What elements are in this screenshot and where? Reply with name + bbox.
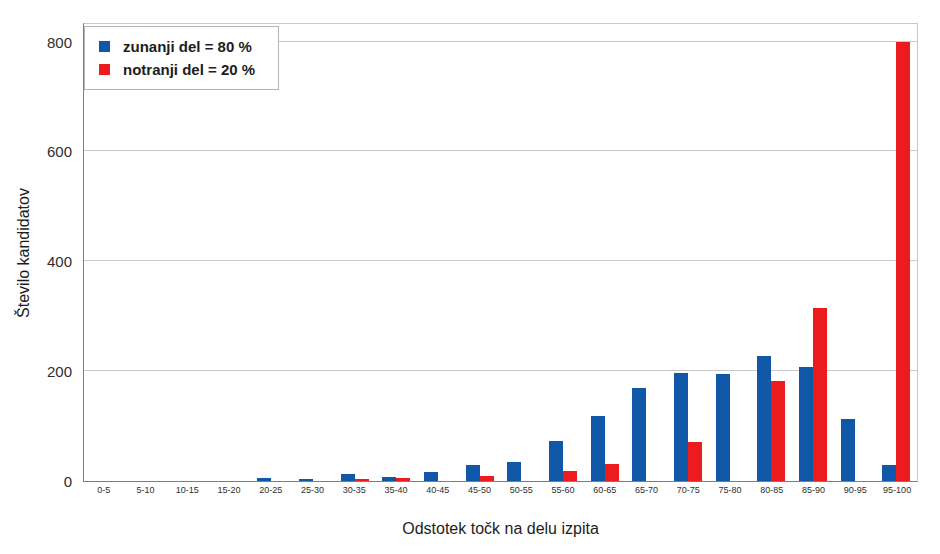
bar-zunanji-25-30: [299, 479, 313, 481]
x-axis-title: Odstotek točk na delu izpita: [83, 520, 918, 538]
bar-zunanji-55-60: [549, 441, 563, 481]
bar-notranji-80-85: [771, 381, 785, 482]
bar-zunanji-60-65: [591, 416, 605, 481]
bar-zunanji-95-100: [882, 465, 896, 482]
bar-zunanji-70-75: [674, 373, 688, 481]
chart-canvas: Število kandidatov zunanji del = 80 % no…: [0, 0, 940, 554]
category-slot-40-45: [417, 24, 459, 481]
bar-notranji-85-90: [813, 308, 827, 481]
bar-zunanji-85-90: [799, 367, 813, 481]
x-tick-label-55-60: 55-60: [542, 485, 584, 495]
x-tick-label-25-30: 25-30: [292, 485, 334, 495]
legend: zunanji del = 80 % notranji del = 20 %: [84, 26, 279, 90]
x-tick-label-0-5: 0-5: [83, 485, 125, 495]
category-slot-65-70: [626, 24, 668, 481]
x-tick-label-35-40: 35-40: [375, 485, 417, 495]
category-slot-30-35: [334, 24, 376, 481]
legend-swatch-red-icon: [99, 64, 110, 75]
y-tick-label-800: 800: [0, 33, 72, 53]
bar-notranji-70-75: [688, 442, 702, 481]
bar-notranji-55-60: [563, 471, 577, 481]
bar-zunanji-75-80: [716, 374, 730, 481]
plot-area: zunanji del = 80 % notranji del = 20 %: [83, 23, 918, 482]
bar-zunanji-40-45: [424, 472, 438, 481]
y-tick-label-600: 600: [0, 142, 72, 162]
legend-label-notranji: notranji del = 20 %: [123, 61, 255, 78]
category-slot-25-30: [292, 24, 334, 481]
legend-item-notranji: notranji del = 20 %: [99, 58, 272, 81]
category-slot-80-85: [751, 24, 793, 481]
y-tick-label-0: 0: [0, 472, 72, 492]
x-tick-label-65-70: 65-70: [626, 485, 668, 495]
category-slot-35-40: [376, 24, 418, 481]
category-slot-45-50: [459, 24, 501, 481]
x-tick-label-95-100: 95-100: [876, 485, 918, 495]
bar-zunanji-50-55: [507, 462, 521, 481]
bar-zunanji-30-35: [341, 474, 355, 481]
y-tick-label-200: 200: [0, 362, 72, 382]
bar-notranji-60-65: [605, 464, 619, 481]
category-slot-55-60: [542, 24, 584, 481]
x-tick-label-60-65: 60-65: [584, 485, 626, 495]
bars-container: [84, 24, 917, 481]
x-tick-label-30-35: 30-35: [334, 485, 376, 495]
bar-zunanji-45-50: [466, 465, 480, 482]
category-slot-5-10: [126, 24, 168, 481]
y-axis-title: Število kandidatov: [14, 53, 34, 453]
x-tick-label-10-15: 10-15: [167, 485, 209, 495]
x-tick-label-20-25: 20-25: [250, 485, 292, 495]
bar-notranji-30-35: [355, 479, 369, 481]
bar-zunanji-90-95: [841, 419, 855, 481]
category-slot-50-55: [501, 24, 543, 481]
legend-item-zunanji: zunanji del = 80 %: [99, 35, 272, 58]
legend-label-zunanji: zunanji del = 80 %: [123, 38, 252, 55]
x-tick-label-75-80: 75-80: [709, 485, 751, 495]
category-slot-95-100: [875, 24, 917, 481]
category-slot-90-95: [834, 24, 876, 481]
category-slot-15-20: [209, 24, 251, 481]
bar-zunanji-65-70: [632, 388, 646, 481]
category-slot-70-75: [667, 24, 709, 481]
x-tick-label-50-55: 50-55: [501, 485, 543, 495]
x-tick-label-15-20: 15-20: [208, 485, 250, 495]
bar-zunanji-80-85: [757, 356, 771, 481]
bar-zunanji-35-40: [382, 477, 396, 481]
category-slot-20-25: [251, 24, 293, 481]
legend-swatch-blue-icon: [99, 41, 110, 52]
x-tick-label-90-95: 90-95: [835, 485, 877, 495]
x-tick-label-80-85: 80-85: [751, 485, 793, 495]
bar-notranji-45-50: [480, 476, 494, 482]
category-slot-0-5: [84, 24, 126, 481]
x-tick-label-45-50: 45-50: [459, 485, 501, 495]
bar-notranji-35-40: [396, 478, 410, 481]
category-slot-10-15: [167, 24, 209, 481]
bar-zunanji-20-25: [257, 478, 271, 481]
category-slot-60-65: [584, 24, 626, 481]
category-slot-75-80: [709, 24, 751, 481]
y-tick-label-400: 400: [0, 252, 72, 272]
x-tick-label-40-45: 40-45: [417, 485, 459, 495]
x-tick-label-85-90: 85-90: [793, 485, 835, 495]
x-axis-labels: 0-55-1010-1515-2020-2525-3030-3535-4040-…: [83, 485, 918, 495]
x-tick-label-70-75: 70-75: [668, 485, 710, 495]
bar-notranji-95-100: [896, 42, 910, 482]
x-tick-label-5-10: 5-10: [125, 485, 167, 495]
category-slot-85-90: [792, 24, 834, 481]
